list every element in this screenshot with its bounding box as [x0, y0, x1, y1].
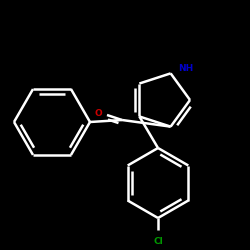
Text: Cl: Cl: [153, 237, 163, 246]
Text: O: O: [94, 108, 102, 118]
Text: NH: NH: [178, 64, 193, 73]
